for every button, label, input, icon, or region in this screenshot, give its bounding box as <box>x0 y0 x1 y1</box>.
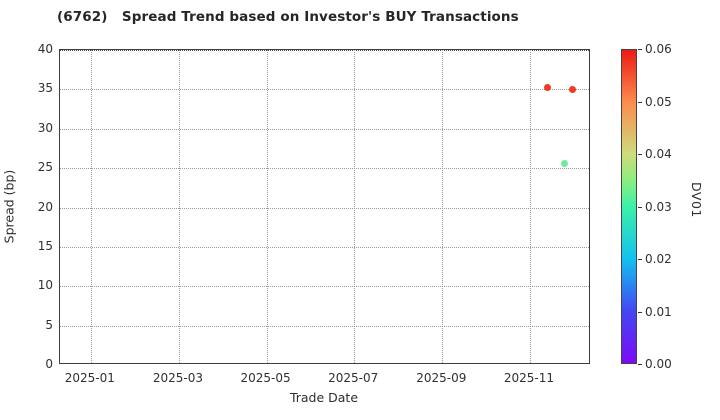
data-point-2025-11-25 <box>561 159 569 167</box>
colorbar-tick-0.06 <box>638 49 642 50</box>
gridline-x-2025-01 <box>90 50 92 363</box>
gridline-y-20 <box>60 207 589 209</box>
y-tick-30: 30 <box>37 120 53 135</box>
x-tick-2025-01: 2025-01 <box>64 371 115 385</box>
gridline-x-2025-11 <box>529 50 531 363</box>
gridline-y-40 <box>60 50 589 51</box>
x-tick-2025-09: 2025-09 <box>416 371 467 385</box>
colorbar-tick-0.05 <box>638 101 642 103</box>
y-tick-5: 5 <box>45 317 53 332</box>
colorbar-tick-0.04 <box>638 154 642 155</box>
y-tick-20: 20 <box>37 199 53 214</box>
y-tick-35: 35 <box>37 81 53 96</box>
gridline-x-2025-09 <box>442 50 444 363</box>
colorbar <box>621 49 637 364</box>
colorbar-tick-label-0.03: 0.03 <box>645 199 672 214</box>
x-tick-2025-05: 2025-05 <box>240 371 291 385</box>
gridline-y-5 <box>60 325 589 327</box>
colorbar-tick-label-0.05: 0.05 <box>645 94 672 109</box>
plot-area <box>59 49 590 364</box>
gridline-y-35 <box>60 89 589 91</box>
colorbar-tick-0.01 <box>638 311 642 313</box>
colorbar-tick-0.03 <box>638 206 642 208</box>
x-tick-2025-11: 2025-11 <box>503 371 554 385</box>
data-point-2025-12-01 <box>569 85 577 93</box>
y-tick-15: 15 <box>37 238 53 253</box>
x-tick-2025-07: 2025-07 <box>328 371 379 385</box>
colorbar-tick-label-0.04: 0.04 <box>645 147 672 161</box>
gridline-y-30 <box>60 128 589 130</box>
colorbar-tick-0.02 <box>638 259 642 260</box>
gridline-x-2025-03 <box>178 50 180 363</box>
gridline-y-10 <box>60 286 589 288</box>
x-axis-label: Trade Date <box>289 390 359 405</box>
data-point-2025-11-14 <box>544 83 552 91</box>
y-tick-10: 10 <box>37 278 53 293</box>
gridline-x-2025-05 <box>266 50 268 363</box>
colorbar-tick-label-0.00: 0.00 <box>645 357 672 371</box>
chart-title: (6762) Spread Trend based on Investor's … <box>57 9 519 25</box>
colorbar-tick-0.00 <box>638 364 642 365</box>
colorbar-tick-label-0.02: 0.02 <box>645 252 672 266</box>
colorbar-tick-label-0.06: 0.06 <box>645 42 672 56</box>
y-tick-40: 40 <box>37 42 53 56</box>
gridline-y-15 <box>60 246 589 248</box>
y-tick-0: 0 <box>45 357 53 371</box>
x-tick-2025-03: 2025-03 <box>152 371 203 385</box>
gridline-y-25 <box>60 168 589 170</box>
colorbar-label: DV01 <box>689 182 704 218</box>
y-tick-25: 25 <box>37 160 53 175</box>
gridline-x-2025-07 <box>354 50 356 363</box>
colorbar-tick-label-0.01: 0.01 <box>645 304 672 319</box>
